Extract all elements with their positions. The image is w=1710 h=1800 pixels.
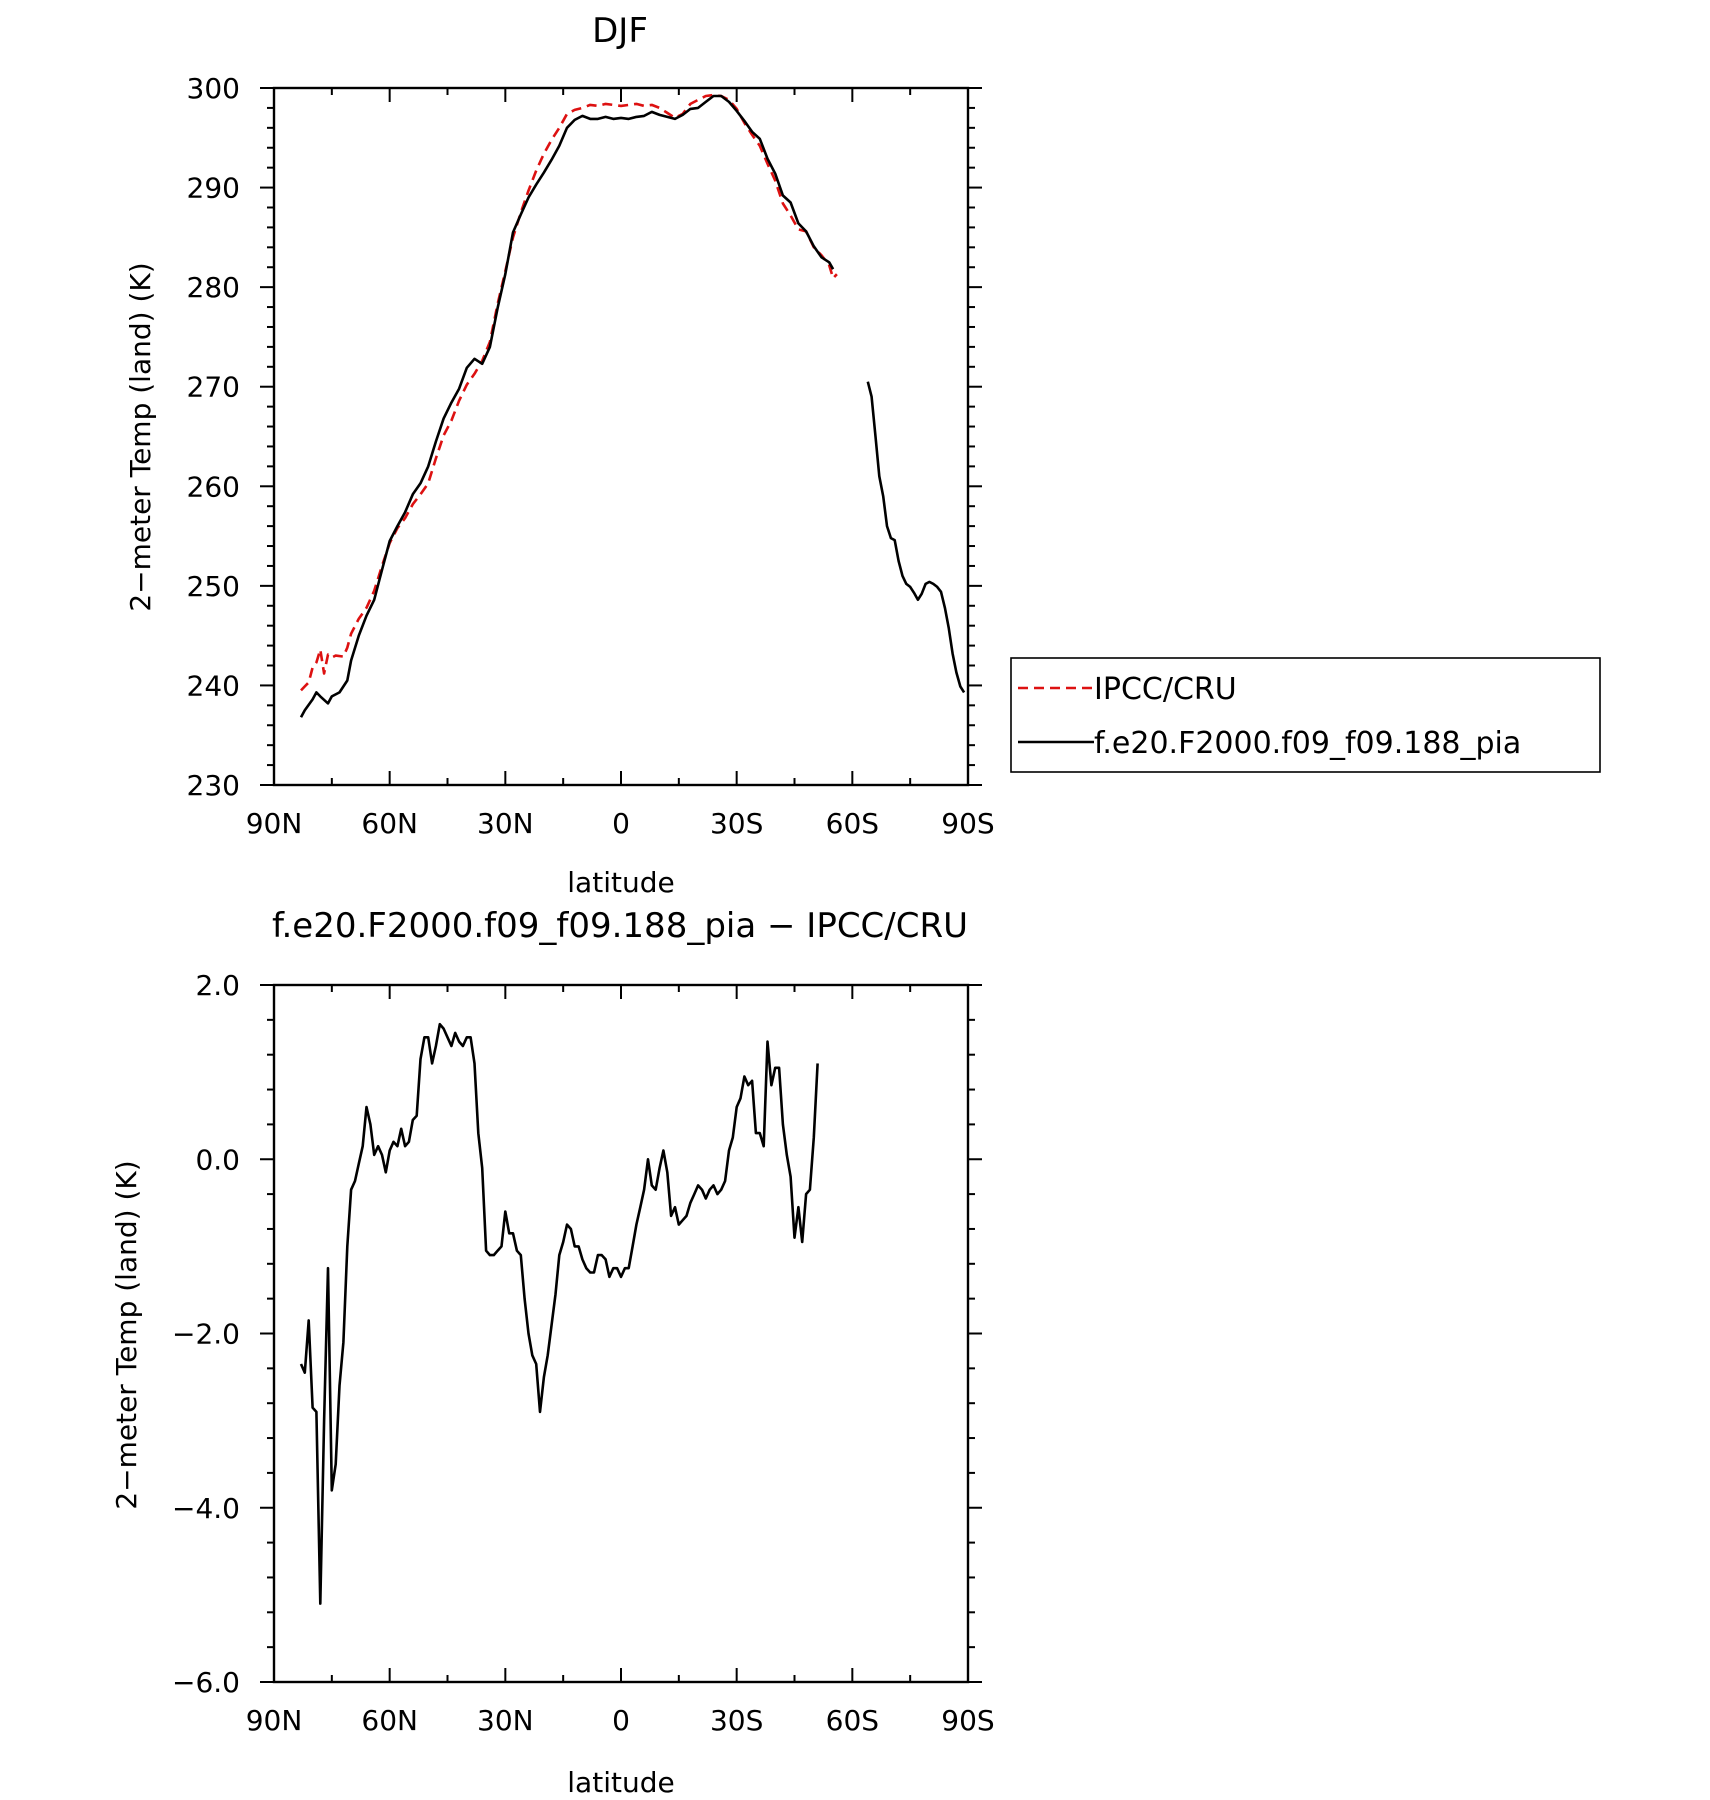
top-tick-labels: 90N 60N 30N 0 30S 60S 90S 230 240 250 260 270 280 290… xyxy=(187,72,995,840)
bottom-ticks xyxy=(260,984,982,1683)
top-xtick-label: 30S xyxy=(710,807,763,840)
bottom-ytick-label: 0.0 xyxy=(195,1143,240,1176)
bottom-ytick-label: −2.0 xyxy=(172,1318,240,1351)
bottom-title: f.e20.F2000.f09_f09.188_pia − IPCC/CRU xyxy=(272,906,968,946)
top-plot-frame xyxy=(272,86,970,787)
top-x-axis-label: latitude xyxy=(567,866,674,899)
bottom-plot-lines xyxy=(299,1022,819,1605)
top-ytick-label: 260 xyxy=(187,470,240,503)
top-ytick-label: 270 xyxy=(187,371,240,404)
bottom-tick-labels: 90N 60N 30N 0 30S 60S 90S −6.0 −4.0 −2.0 0.0 2.0 xyxy=(172,969,995,1737)
bottom-xtick-label: 60N xyxy=(361,1704,418,1737)
legend: IPCC/CRU f.e20.F2000.f09_f09.188_pia xyxy=(1010,657,1601,773)
top-ytick-label: 290 xyxy=(187,172,240,205)
top-xtick-label: 0 xyxy=(612,807,630,840)
top-xtick-label: 90N xyxy=(246,807,303,840)
top-title: DJF xyxy=(592,11,648,51)
top-xtick-label: 30N xyxy=(477,807,534,840)
legend-entry-model: f.e20.F2000.f09_f09.188_pia xyxy=(1094,726,1521,761)
legend-box xyxy=(1010,657,1601,773)
top-series-obs-line xyxy=(300,93,838,692)
top-xtick-label: 60S xyxy=(826,807,879,840)
bottom-ytick-label: −4.0 xyxy=(172,1492,240,1525)
top-gridless-ticks xyxy=(260,87,982,786)
bottom-xtick-label: 90N xyxy=(246,1704,303,1737)
top-series-model-line-seg0 xyxy=(299,94,835,718)
top-xtick-label: 90S xyxy=(941,807,994,840)
bottom-ytick-label: −6.0 xyxy=(172,1666,240,1699)
bottom-xtick-label: 60S xyxy=(826,1704,879,1737)
bottom-panel: f.e20.F2000.f09_f09.188_pia − IPCC/CRU 9… xyxy=(110,906,995,1799)
top-series-model-line-seg1 xyxy=(866,381,966,694)
bottom-xtick-label: 90S xyxy=(941,1704,994,1737)
top-y-axis-label: 2−meter Temp (land) (K) xyxy=(124,262,157,611)
bottom-x-axis-label: latitude xyxy=(567,1766,674,1799)
bottom-xtick-label: 0 xyxy=(612,1704,630,1737)
top-ytick-label: 250 xyxy=(187,570,240,603)
bottom-y-axis-label: 2−meter Temp (land) (K) xyxy=(110,1160,143,1509)
top-ytick-label: 230 xyxy=(187,769,240,802)
bottom-plot-frame xyxy=(272,983,970,1684)
bottom-xtick-label: 30N xyxy=(477,1704,534,1737)
top-ytick-label: 300 xyxy=(187,72,240,105)
bottom-ytick-label: 2.0 xyxy=(195,969,240,1002)
top-ytick-label: 280 xyxy=(187,271,240,304)
top-plot-lines xyxy=(299,93,966,718)
legend-entry-obs: IPCC/CRU xyxy=(1094,672,1237,707)
bottom-xtick-label: 30S xyxy=(710,1704,763,1737)
top-ytick-label: 240 xyxy=(187,669,240,702)
top-xtick-label: 60N xyxy=(361,807,418,840)
bottom-series-model-line xyxy=(299,1022,819,1605)
top-panel: DJF 90N 60N 30N 0 30S 60S 90S 230 240 250 260 270 28… xyxy=(124,11,995,899)
